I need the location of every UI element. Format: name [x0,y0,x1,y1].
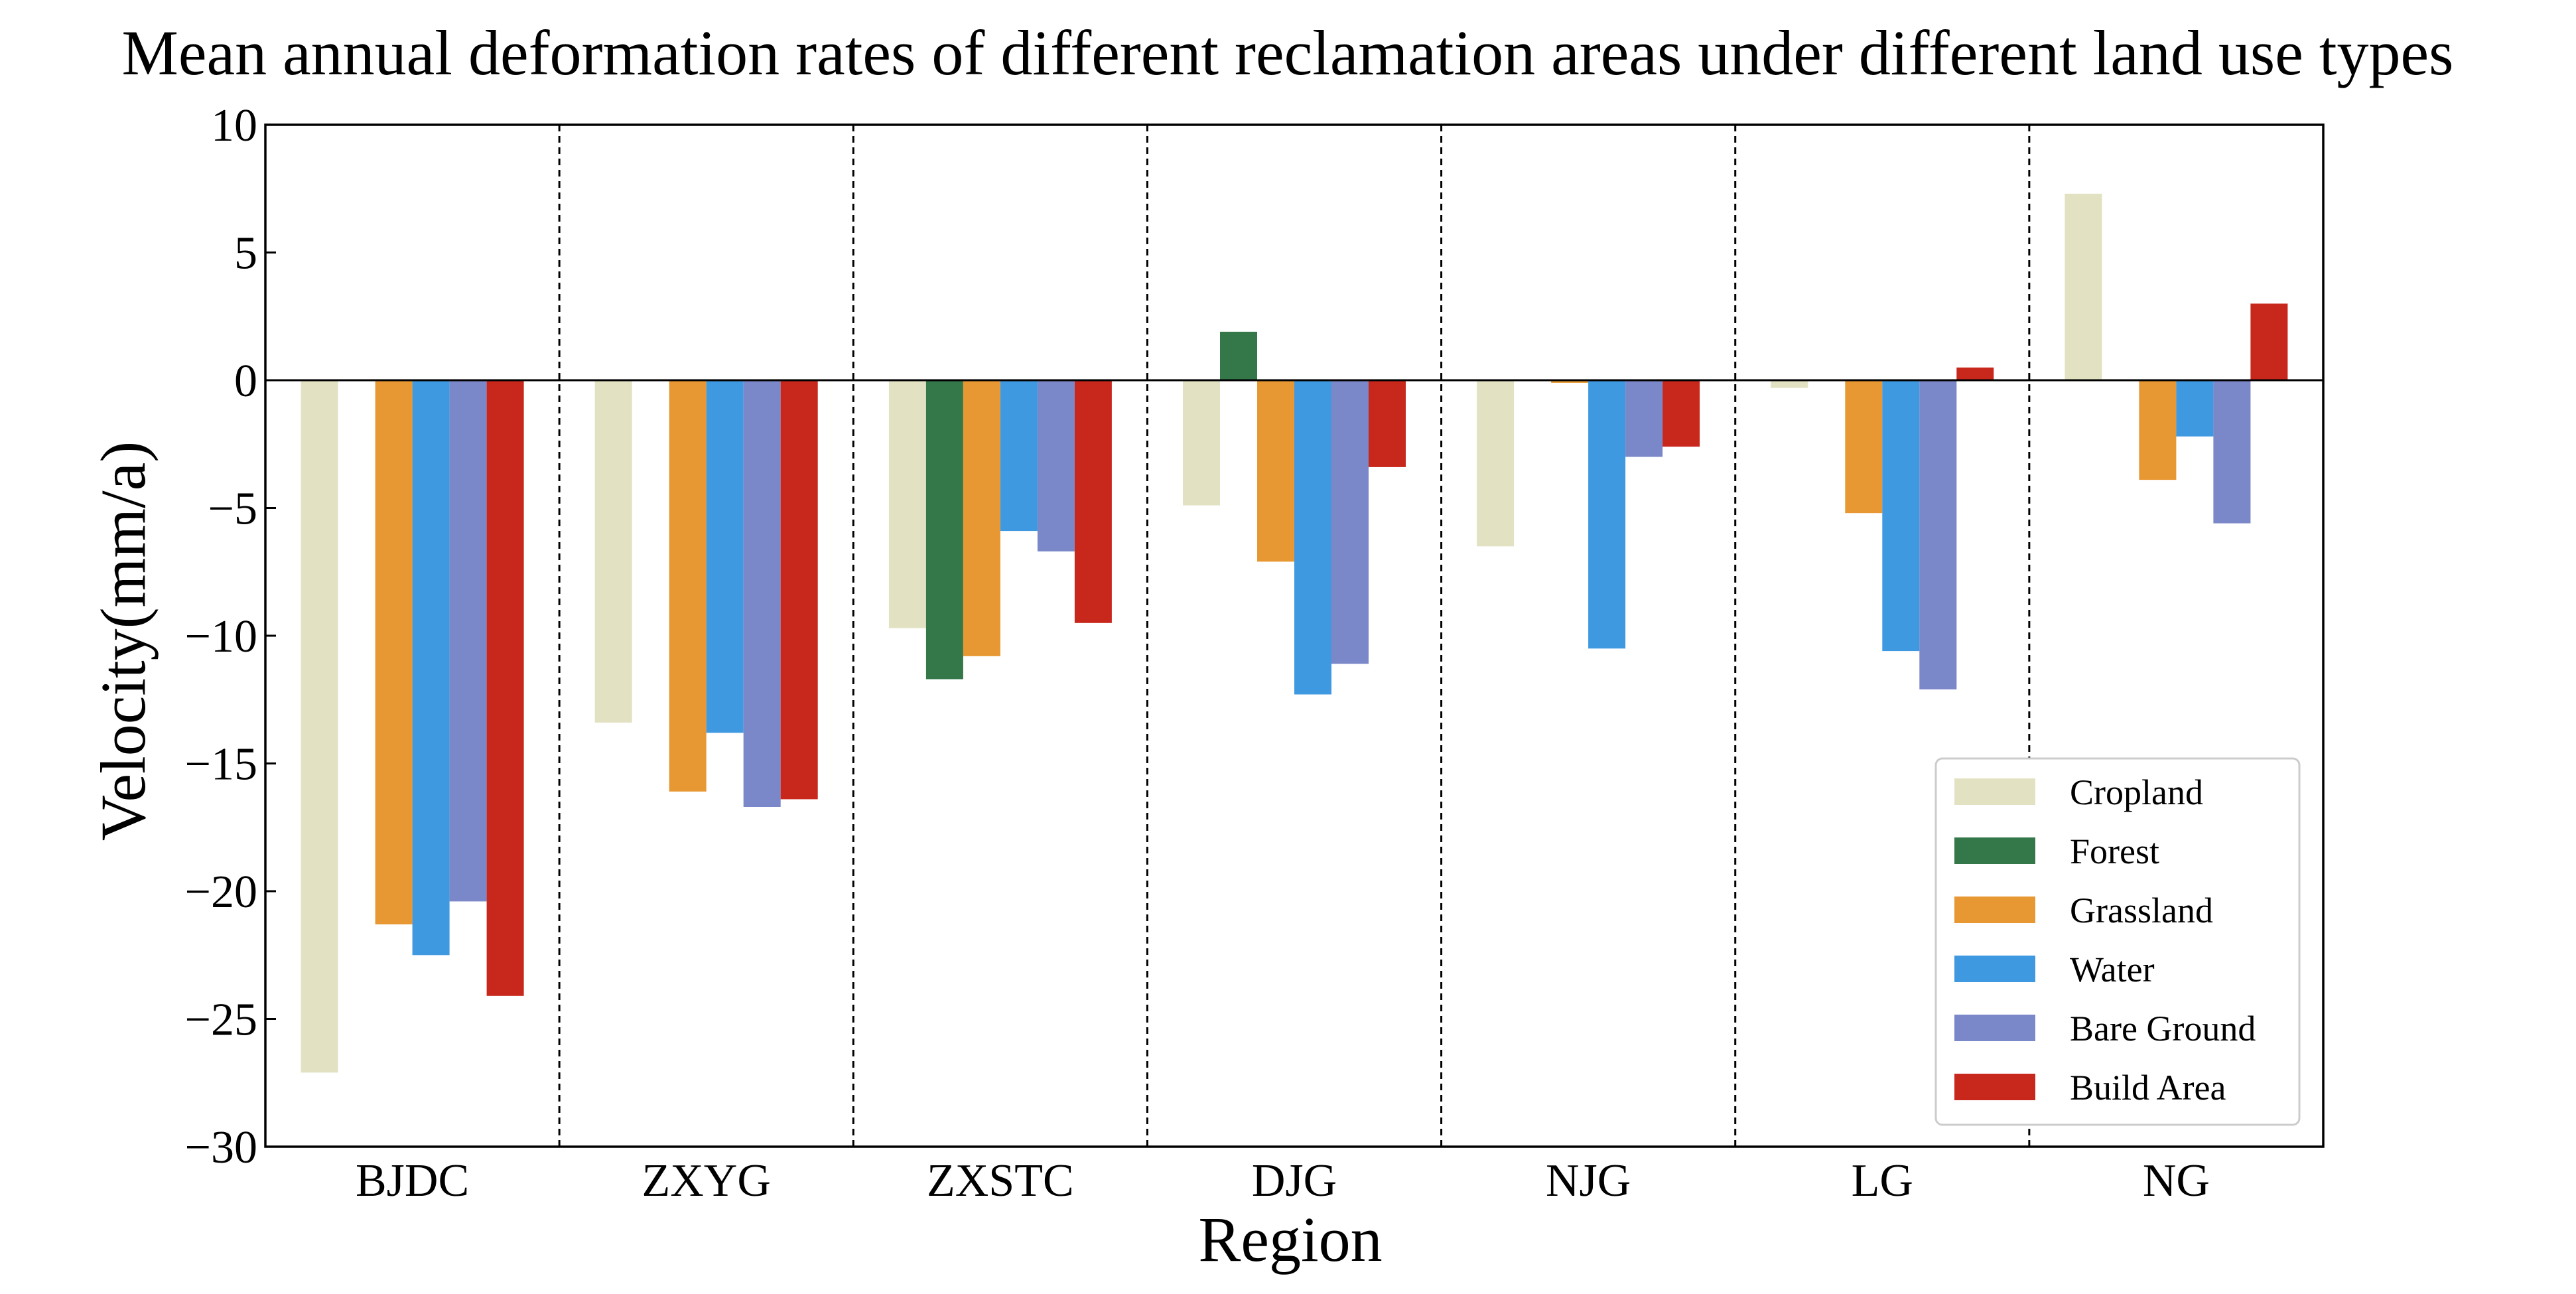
bar-lg-build-area [1956,367,1994,381]
x-tick-label: NG [2143,1155,2210,1206]
bar-lg-bare-ground [1919,380,1957,689]
bar-zxstc-cropland [888,380,926,628]
bar-zxyg-bare-ground [743,380,781,807]
y-tick-label: −10 [185,611,257,662]
x-tick-label: BJDC [356,1155,469,1206]
y-tick-label: −25 [185,995,257,1046]
bar-ng-water [2176,380,2214,437]
x-tick-label: ZXSTC [927,1155,1074,1206]
bar-zxyg-cropland [594,380,632,723]
y-tick-label: 5 [234,228,257,279]
bar-lg-grassland [1845,380,1883,514]
legend-label-bare-ground: Bare Ground [2070,1009,2256,1048]
bar-njg-build-area [1662,380,1700,447]
bar-djg-grassland [1257,380,1294,562]
legend-swatch-grassland [1954,897,2035,923]
legend-label-build-area: Build Area [2070,1068,2226,1108]
bar-ng-build-area [2250,303,2288,380]
x-axis-title: Region [1198,1204,1382,1275]
x-tick-label: ZXYG [642,1155,771,1206]
series-bare-ground [449,380,2251,902]
legend-swatch-forest [1954,837,2035,864]
bar-zxstc-forest [925,380,963,680]
bar-zxyg-water [706,380,744,733]
bar-bjdc-build-area [486,380,524,996]
bar-zxstc-grassland [963,380,1000,656]
plot-area: 10 5 0 −5 −10 −15 −20 −25 −30 BJDC ZXYG ZXSTC DJG NJG… [185,100,2325,1206]
bar-njg-water [1588,380,1626,649]
bar-djg-forest [1220,331,1257,380]
y-tick-label: −20 [185,867,257,918]
y-tick-label: −15 [185,739,257,790]
series-forest [925,331,1257,680]
bar-njg-cropland [1477,380,1515,547]
bar-njg-grassland [1551,380,1589,383]
legend-label-grassland: Grassland [2070,891,2213,930]
bar-bjdc-grassland [375,380,413,924]
bar-zxyg-grassland [669,380,707,792]
bar-ng-bare-ground [2213,380,2251,524]
series-grassland [375,380,2177,924]
legend-swatch-cropland [1954,778,2035,805]
bar-lg-water [1882,380,1920,652]
bar-zxstc-build-area [1074,380,1112,623]
y-axis-title: Velocity(mm/a) [88,441,159,841]
y-tick-label: 0 [234,356,257,407]
x-tick-label: LG [1852,1155,1913,1206]
y-tick-label: −5 [208,484,257,535]
bar-djg-cropland [1183,380,1220,506]
bar-lg-cropland [1771,380,1808,388]
x-tick-label: DJG [1252,1155,1337,1206]
y-tick-label: −30 [185,1122,257,1173]
bar-zxstc-water [1000,380,1038,532]
bar-bjdc-bare-ground [449,380,487,902]
bar-djg-build-area [1369,380,1406,467]
bar-ng-cropland [2065,193,2102,380]
y-tick-label: 10 [211,100,257,151]
legend-label-water: Water [2070,950,2155,989]
bar-bjdc-water [412,380,450,956]
legend: Cropland Forest Grassland Water Bare Ground B… [1934,757,2301,1126]
bar-zxstc-bare-ground [1037,380,1075,551]
bar-njg-bare-ground [1625,380,1663,457]
bar-ng-grassland [2139,380,2177,480]
bar-bjdc-cropland [301,380,338,1073]
bar-djg-water [1294,380,1331,695]
legend-swatch-build-area [1954,1074,2035,1100]
legend-swatch-water [1954,956,2035,982]
bar-zxyg-build-area [780,380,818,800]
legend-label-cropland: Cropland [2070,772,2203,812]
series-water [412,380,2214,956]
series-cropland [301,193,2102,1073]
legend-label-forest: Forest [2070,831,2159,871]
x-tick-label: NJG [1546,1155,1631,1206]
series-build-area [486,303,2288,996]
chart-title: Mean annual deformation rates of differe… [121,17,2453,88]
bar-djg-bare-ground [1331,380,1369,664]
legend-swatch-bare-ground [1954,1015,2035,1041]
